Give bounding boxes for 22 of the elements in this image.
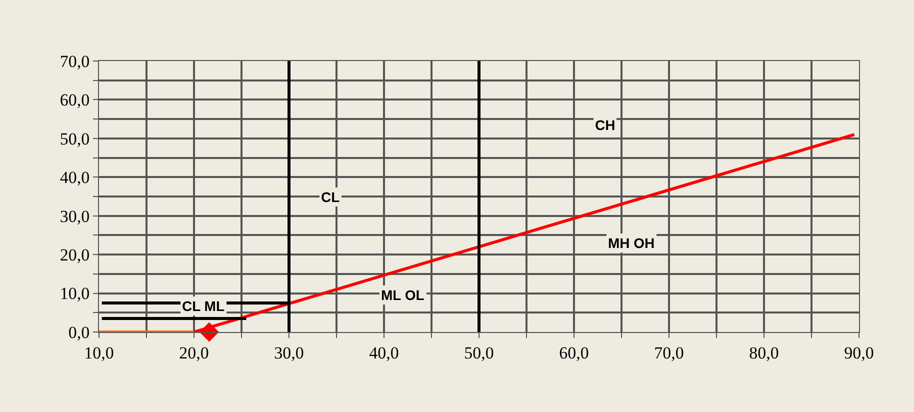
x-tick-label: 20,0 — [179, 343, 209, 362]
x-tick-label: 30,0 — [274, 343, 304, 362]
annotation: CH — [595, 117, 616, 133]
x-tick-label: 60,0 — [559, 343, 589, 362]
x-tick-label: 70,0 — [654, 343, 684, 362]
annotation: MH OH — [608, 235, 655, 251]
x-tick-label: 40,0 — [369, 343, 399, 362]
x-tick-label: 80,0 — [749, 343, 779, 362]
x-tick-label: 90,0 — [844, 343, 874, 362]
x-tick-label: 50,0 — [464, 343, 494, 362]
y-tick-label: 50,0 — [60, 129, 90, 148]
y-tick-label: 40,0 — [60, 168, 90, 188]
y-tick-label: 0,0 — [68, 322, 90, 342]
x-tick-label: 10,0 — [84, 343, 114, 362]
annotation: CL — [321, 189, 340, 205]
y-tick-label: 10,0 — [60, 284, 90, 304]
y-tick-label: 30,0 — [60, 206, 90, 226]
annotation: CL ML — [182, 298, 225, 314]
y-tick-label: 70,0 — [60, 52, 90, 71]
y-tick-label: 20,0 — [60, 246, 90, 265]
annotation: ML OL — [381, 287, 425, 303]
y-tick-label: 60,0 — [60, 90, 90, 110]
